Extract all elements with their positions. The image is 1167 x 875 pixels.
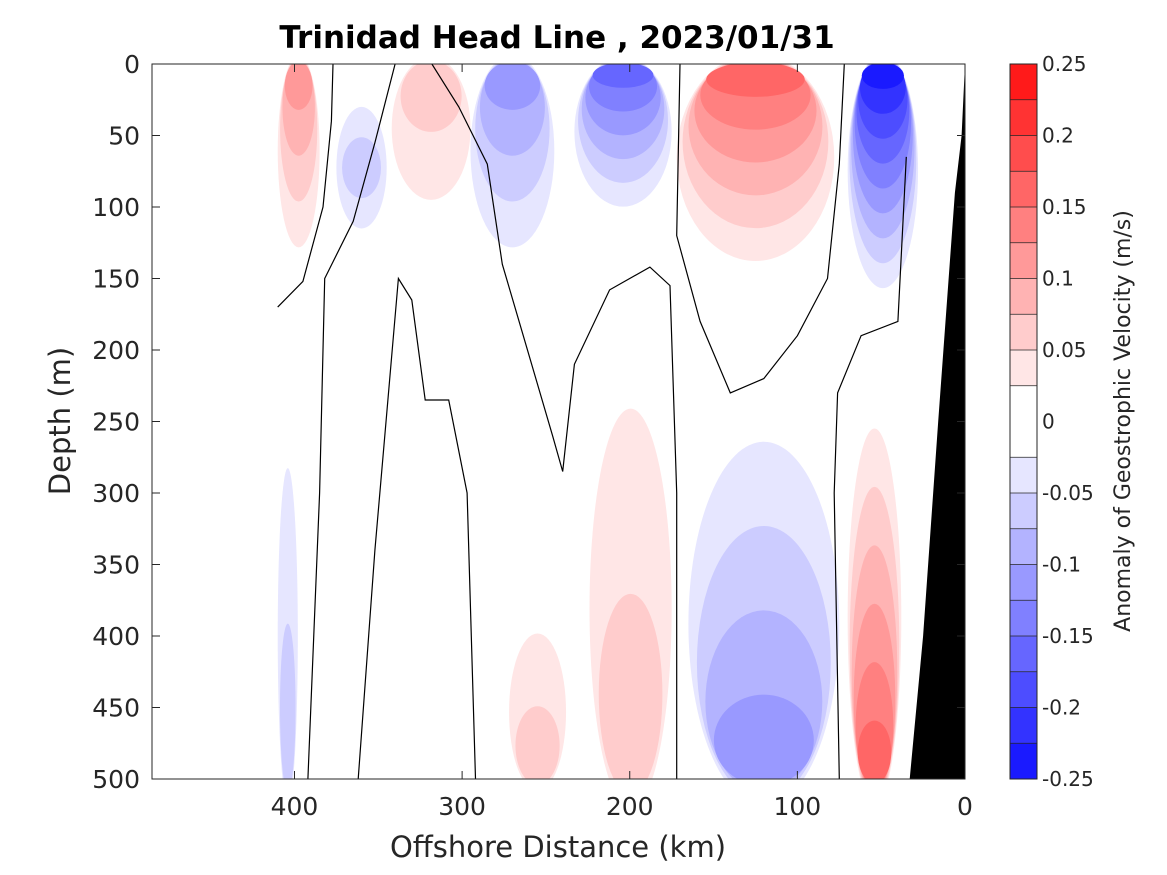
anomaly-region-5 (574, 64, 672, 207)
anomaly-level-band (400, 64, 462, 132)
colorbar-swatch (1010, 493, 1037, 529)
colorbar-swatch (1010, 278, 1037, 315)
anomaly-level-band (861, 64, 904, 89)
colorbar-label: Anomaly of Geostrophic Velocity (m/s) (1111, 210, 1136, 632)
anomaly-region-3 (391, 64, 471, 200)
colorbar-tick-label: -0.25 (1042, 767, 1094, 791)
y-tick-label: 200 (92, 336, 140, 365)
anomaly-region-10 (589, 408, 672, 779)
land-layer (909, 64, 965, 779)
colorbar-tick-label: 0.15 (1042, 195, 1087, 219)
anomaly-level-band (284, 64, 313, 110)
anomaly-level-band (515, 706, 560, 779)
x-axis: 400 300 200 100 0 (271, 64, 973, 821)
colorbar-swatch (1010, 64, 1037, 100)
anomaly-level-band (592, 64, 654, 88)
anomaly-level-band (706, 64, 805, 97)
chart-title: Trinidad Head Line , 2023/01/31 (279, 20, 834, 56)
anomaly-level-band (857, 720, 892, 779)
colorbar: 0.25 0.2 0.15 0.1 0.05 0 -0.05 -0.1 -0.15 -0.2 -0.… (1009, 52, 1094, 791)
y-tick-label: 500 (92, 765, 140, 794)
zero-contour-line-4 (431, 64, 678, 779)
anomaly-fill-layer (277, 64, 919, 779)
anomaly-region-7 (847, 64, 919, 289)
x-tick-label: 400 (271, 792, 319, 821)
colorbar-swatch (1010, 528, 1037, 565)
zero-contour-line-3 (357, 276, 477, 779)
colorbar-swatch (1010, 385, 1037, 458)
anomaly-level-band (713, 694, 814, 779)
y-tick-label: 400 (92, 622, 140, 651)
colorbar-swatch (1010, 600, 1037, 636)
anomaly-region-11 (688, 441, 840, 779)
colorbar-swatch (1010, 671, 1037, 708)
colorbar-swatch (1010, 99, 1037, 136)
colorbar-swatch (1010, 636, 1037, 672)
colorbar-swatch (1010, 242, 1037, 279)
colorbar-tick-label: 0.05 (1042, 338, 1087, 362)
seafloor-mask (909, 64, 965, 779)
colorbar-tick-label: -0.15 (1042, 624, 1094, 648)
y-tick-label: 50 (108, 122, 140, 151)
anomaly-region-4 (470, 64, 555, 248)
anomaly-region-2 (336, 106, 387, 229)
colorbar-swatch (1010, 707, 1037, 744)
y-tick-label: 350 (92, 551, 140, 580)
anomaly-region-9 (509, 633, 567, 779)
zero-contour-line-6 (833, 156, 907, 779)
colorbar-tick-label: -0.1 (1042, 553, 1081, 577)
colorbar-tick-label: -0.2 (1042, 696, 1081, 720)
colorbar-swatch (1010, 207, 1037, 243)
y-tick-label: 150 (92, 265, 140, 294)
zero-contour-layer (277, 64, 907, 779)
anomaly-region-12 (847, 428, 902, 779)
colorbar-tick-label: 0 (1042, 410, 1055, 434)
colorbar-tick-label: 0.1 (1042, 267, 1074, 291)
x-tick-label: 100 (774, 792, 822, 821)
zero-contour-line-5 (676, 64, 845, 394)
colorbar-swatch (1010, 743, 1037, 779)
y-tick-label: 0 (124, 50, 140, 79)
y-tick-label: 250 (92, 408, 140, 437)
colorbar-swatch (1010, 171, 1037, 207)
x-axis-label: Offshore Distance (km) (390, 830, 726, 864)
colorbar-swatch (1010, 457, 1037, 493)
anomaly-level-band (598, 593, 663, 779)
y-tick-label: 300 (92, 479, 140, 508)
zero-contour-line-1 (277, 64, 334, 308)
colorbar-tick-label: 0.2 (1042, 124, 1074, 148)
colorbar-tick-label: -0.05 (1042, 481, 1094, 505)
y-axis: 0 50 100 150 200 250 300 350 400 450 500 (92, 50, 965, 794)
anomaly-level-band (484, 64, 541, 110)
anomaly-level-band (342, 137, 382, 199)
colorbar-tick-label: 0.25 (1042, 52, 1087, 76)
anomaly-region-8 (277, 468, 298, 779)
anomaly-region-6 (676, 64, 835, 261)
colorbar-swatch (1010, 564, 1037, 601)
colorbar-swatch (1010, 314, 1037, 350)
colorbar-swatch (1010, 135, 1037, 172)
x-tick-label: 0 (957, 792, 973, 821)
x-tick-label: 300 (438, 792, 486, 821)
anomaly-region-1 (277, 64, 320, 248)
colorbar-swatch (1010, 350, 1037, 386)
y-tick-label: 450 (92, 694, 140, 723)
y-tick-label: 100 (92, 193, 140, 222)
y-axis-label: Depth (m) (43, 347, 77, 495)
anomaly-level-band (279, 623, 296, 779)
zero-contour-line-2 (307, 64, 396, 779)
x-tick-label: 200 (606, 792, 654, 821)
